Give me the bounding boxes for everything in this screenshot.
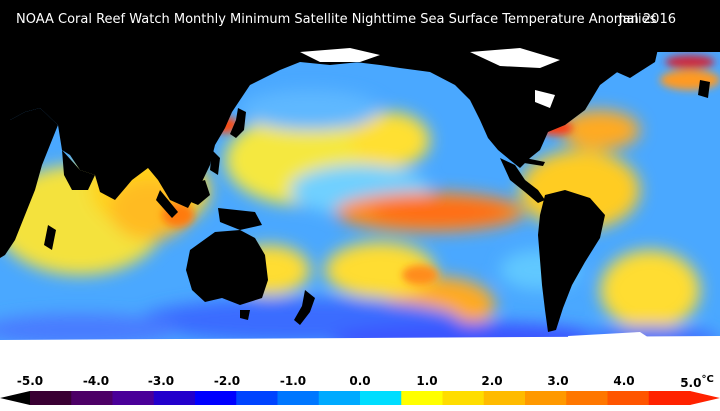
tick-minus-3: -3.0: [147, 374, 175, 388]
south-america: [538, 190, 605, 332]
color-bar-cell: [153, 391, 196, 405]
color-bar-cell: [566, 391, 608, 405]
color-bar-cell: [360, 391, 402, 405]
date-label: Jan 2016: [618, 12, 676, 27]
philippines: [210, 150, 220, 175]
tick-1: 1.0: [416, 374, 438, 388]
color-bar-cell: [442, 391, 485, 405]
antarctic-ice: [0, 336, 720, 370]
north-america: [330, 40, 720, 168]
central-america: [500, 158, 545, 203]
unit-label: °C: [701, 374, 714, 385]
new-zealand: [294, 290, 315, 325]
madagascar: [44, 225, 56, 250]
tick-4: 4.0: [613, 374, 635, 388]
map-title: NOAA Coral Reef Watch Monthly Minimum Sa…: [0, 0, 720, 40]
color-bar-cell: [30, 391, 72, 405]
color-bar-cell: [648, 391, 691, 405]
weddell-ice: [568, 332, 660, 352]
arabia: [62, 150, 95, 190]
sst-anomaly-map: [0, 40, 720, 370]
caribbean: [524, 158, 545, 166]
arctic-ice-canada: [470, 48, 560, 68]
color-bar-cell: [607, 391, 650, 405]
arctic-ice-siberia: [300, 48, 380, 62]
tick-minus-4: -4.0: [82, 374, 110, 388]
tick-minus-2: -2.0: [213, 374, 241, 388]
color-bar-cell: [525, 391, 567, 405]
tick-2: 2.0: [481, 374, 503, 388]
new-guinea: [218, 208, 262, 230]
tick-0: 0.0: [349, 374, 371, 388]
color-bar-cell: [112, 391, 155, 405]
tick-3: 3.0: [547, 374, 569, 388]
tick-5: 5.0°C: [680, 374, 714, 390]
color-bar-cell: [318, 391, 361, 405]
color-bar-cell: [401, 391, 443, 405]
tick-minus-5: -5.0: [16, 374, 44, 388]
color-bar-arrow-left: [0, 391, 30, 405]
color-bar-cell: [195, 391, 237, 405]
color-bar-cell: [71, 391, 113, 405]
sumatra: [156, 190, 178, 218]
land-masses: [0, 40, 720, 332]
greenland: [600, 40, 660, 78]
color-bar-arrow-right: [690, 391, 720, 405]
borneo: [186, 180, 210, 205]
title-text: NOAA Coral Reef Watch Monthly Minimum Sa…: [16, 12, 657, 27]
sea-ice: [0, 48, 720, 370]
scale-tick-labels: -5.0 -4.0 -3.0 -2.0 -1.0 0.0 1.0 2.0 3.0…: [0, 374, 720, 390]
tick-minus-1: -1.0: [279, 374, 307, 388]
color-bar-cells: [30, 391, 691, 405]
australia: [186, 230, 268, 305]
color-bar-cell: [277, 391, 320, 405]
color-bar-cell: [236, 391, 278, 405]
africa: [0, 108, 58, 258]
japan: [230, 108, 246, 138]
uk: [698, 80, 710, 98]
tasmania: [240, 310, 250, 320]
color-bar: [0, 391, 720, 405]
color-scale: -5.0 -4.0 -3.0 -2.0 -1.0 0.0 1.0 2.0 3.0…: [0, 370, 720, 411]
hudson-ice: [535, 90, 555, 108]
color-bar-cell: [483, 391, 526, 405]
